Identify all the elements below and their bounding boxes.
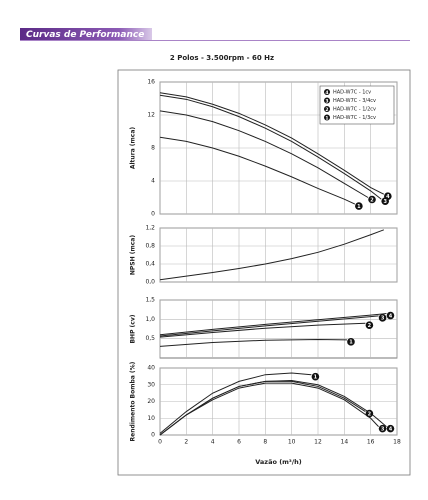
series-line xyxy=(159,110,369,198)
end-marker-label: 4 xyxy=(386,194,390,200)
end-marker-label: 1 xyxy=(314,375,318,381)
series-line xyxy=(159,136,356,205)
legend-marker-label: 1 xyxy=(325,115,328,121)
series-line xyxy=(159,382,379,436)
end-marker-label: 3 xyxy=(383,199,387,205)
end-marker xyxy=(365,321,374,330)
series-line xyxy=(159,338,347,347)
end-marker xyxy=(368,195,376,204)
legend-marker xyxy=(324,114,330,121)
y-axis-label: BHP (cv) xyxy=(130,314,137,343)
x-tick-label: 14 xyxy=(341,439,349,446)
end-marker-label: 4 xyxy=(389,313,393,319)
legend-marker xyxy=(324,106,330,112)
x-axis-label: Vazão (m³/h) xyxy=(255,458,302,466)
y-tick-label: 12 xyxy=(147,112,155,119)
plot-area xyxy=(159,227,398,283)
x-tick-label: 10 xyxy=(288,439,296,446)
y-tick-label: 0 xyxy=(151,211,155,218)
y-axis-label: Rendimento Bomba (%) xyxy=(130,361,137,441)
y-tick-label: 0,0 xyxy=(145,279,155,286)
header-band xyxy=(20,28,152,40)
y-tick-label: 1,2 xyxy=(145,225,155,232)
series-line xyxy=(159,229,385,281)
legend-marker-label: 2 xyxy=(325,107,328,113)
plot-area xyxy=(159,299,398,359)
end-marker xyxy=(386,311,395,320)
chart-title: 2 Polos - 3.500rpm - 60 Hz xyxy=(170,54,274,62)
y-axis-label: Altura (mca) xyxy=(130,127,137,170)
legend-label: HAD-W7C - 1/2cv xyxy=(333,107,376,113)
legend-marker-label: 3 xyxy=(325,98,328,104)
end-marker xyxy=(311,372,320,381)
series-line xyxy=(159,313,387,336)
x-tick-label: 4 xyxy=(211,439,215,446)
end-marker-label: 2 xyxy=(368,411,372,417)
end-marker xyxy=(378,424,387,433)
end-marker-label: 1 xyxy=(349,340,353,346)
end-marker xyxy=(386,424,395,433)
legend-label: HAD-W7C - 1/3cv xyxy=(333,115,376,121)
x-tick-label: 12 xyxy=(314,439,322,446)
legend-marker-label: 4 xyxy=(325,90,328,96)
legend-label: HAD-W7C - 3/4cv xyxy=(333,98,376,104)
legend-box xyxy=(319,85,395,125)
legend-label: HAD-W7C - 1cv xyxy=(333,90,371,96)
series-line xyxy=(159,315,379,337)
y-tick-label: 40 xyxy=(147,365,155,372)
y-tick-label: 10 xyxy=(147,415,155,422)
y-axis-label: NPSH (mca) xyxy=(130,235,137,275)
end-marker xyxy=(365,409,374,418)
y-tick-label: 0 xyxy=(151,432,155,439)
end-marker-label: 1 xyxy=(357,204,361,210)
y-tick-label: 1,0 xyxy=(145,316,155,323)
y-tick-label: 4 xyxy=(151,178,155,185)
x-tick-label: 6 xyxy=(237,439,241,446)
y-tick-label: 0,5 xyxy=(145,335,155,342)
x-tick-label: 0 xyxy=(158,439,162,446)
series-line xyxy=(159,322,366,338)
series-line xyxy=(159,380,366,436)
end-marker xyxy=(347,338,355,346)
series-line xyxy=(159,92,385,195)
y-tick-label: 1,5 xyxy=(145,297,155,304)
x-tick-label: 16 xyxy=(367,439,375,446)
header-title: Curvas de Performance xyxy=(26,30,144,40)
y-tick-label: 16 xyxy=(147,79,155,86)
y-tick-label: 0,4 xyxy=(145,261,155,268)
end-marker-label: 2 xyxy=(370,197,374,203)
series-line xyxy=(159,372,312,434)
y-tick-label: 20 xyxy=(147,398,155,405)
x-tick-label: 8 xyxy=(263,439,267,446)
x-tick-label: 18 xyxy=(393,439,401,446)
legend-marker xyxy=(324,89,330,95)
legend-marker xyxy=(324,97,330,104)
end-marker-label: 4 xyxy=(389,426,393,432)
series-line xyxy=(159,94,382,200)
y-tick-label: 0,8 xyxy=(145,243,155,250)
end-marker xyxy=(381,197,390,205)
y-tick-label: 8 xyxy=(151,145,155,152)
series-line xyxy=(159,380,387,436)
end-marker-label: 3 xyxy=(381,316,385,322)
y-tick-label: 30 xyxy=(147,381,155,388)
end-marker xyxy=(378,314,387,322)
end-marker-label: 3 xyxy=(381,426,385,432)
x-tick-label: 2 xyxy=(184,439,188,446)
frame xyxy=(117,69,411,476)
end-marker xyxy=(355,202,363,210)
end-marker-label: 2 xyxy=(368,323,372,329)
